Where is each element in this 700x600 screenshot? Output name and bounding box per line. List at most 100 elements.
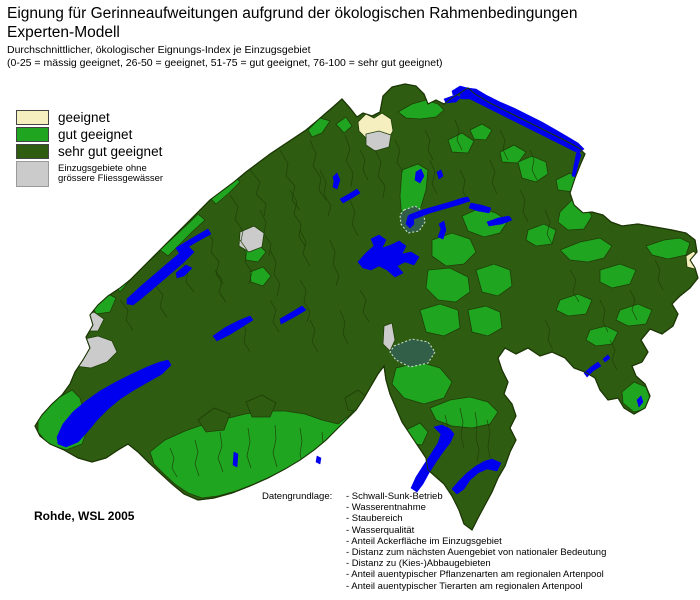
region-graubuenden-4	[555, 293, 593, 317]
title-line-2: Experten-Modell	[7, 24, 120, 41]
region-thurgau	[499, 144, 527, 164]
lake-lugano	[451, 458, 502, 495]
legend-swatch-ohne-fliessgewaesser	[16, 161, 49, 187]
data-source-item: - Staubereich	[346, 513, 403, 525]
region-fribourg-gray	[238, 225, 265, 253]
catchment-border	[609, 339, 618, 371]
region-linth-2	[431, 232, 477, 267]
legend: geeignet gut geeignet sehr gut geeignet …	[16, 110, 163, 189]
catchment-border	[179, 259, 195, 293]
catchment-border	[279, 149, 301, 211]
legend-label-ohne-fliessgewaesser: Einzugsgebiete ohne grössere Fliessgewäs…	[58, 162, 164, 184]
catchment-border	[499, 129, 509, 161]
region-graubuenden-1	[559, 237, 613, 263]
catchment-border	[544, 319, 554, 351]
lake-valais-1	[232, 451, 239, 468]
river-rhine	[571, 149, 582, 178]
catchment-border	[424, 129, 434, 161]
catchment-border	[519, 189, 529, 223]
subtitle-line-1: Durchschnittlicher, ökologischer Eignung…	[7, 44, 311, 56]
legend-label-sehr-gut-geeignet: sehr gut geeignet	[58, 144, 163, 159]
region-valais-dark-2	[245, 394, 277, 418]
lake-biel	[175, 228, 212, 254]
data-sources: Datengrundlage: - Schwall-Sunk-Betrieb -…	[262, 491, 606, 592]
legend-label-geeignet: geeignet	[58, 110, 110, 125]
region-graubuenden-2	[645, 237, 691, 260]
catchment-border	[454, 119, 463, 151]
legend-row-sehr-gut-geeignet: sehr gut geeignet	[16, 144, 163, 159]
lake-maggiore	[410, 424, 455, 493]
catchment-border	[309, 139, 327, 201]
catchment-border	[339, 309, 349, 345]
legend-row-ohne-fliessgewaesser: Einzugsgebiete ohne grössere Fliessgewäs…	[16, 161, 163, 187]
lake-pfaffikersee	[436, 169, 444, 180]
region-stgallen	[517, 155, 549, 183]
region-valais-dark-1	[197, 407, 231, 433]
legend-label-gut-geeignet: gut geeignet	[58, 127, 133, 142]
subtitle-line-2: (0-25 = mässig geeignet, 26-50 = geeigne…	[7, 57, 443, 69]
lake-brienz	[279, 305, 307, 325]
legend-row-gut-geeignet: gut geeignet	[16, 127, 163, 142]
catchment-border	[217, 431, 224, 473]
region-gotthard-special	[389, 338, 436, 368]
catchment-border	[459, 169, 470, 203]
catchment-border	[349, 199, 359, 237]
data-source-item: - Schwall-Sunk-Betrieb	[346, 491, 443, 502]
lake-lucerne	[357, 234, 420, 278]
region-glarus-2	[475, 263, 513, 297]
lake-neuchatel	[126, 246, 195, 306]
catchment-border	[272, 424, 278, 468]
catchment-border	[654, 259, 664, 291]
catchment-border	[229, 194, 244, 242]
region-gotthard-sued	[391, 361, 453, 405]
lake-thun	[212, 315, 254, 342]
region-center-gray	[382, 322, 396, 352]
subtitle: Durchschnittlicher, ökologischer Eignung…	[7, 44, 442, 70]
catchment-border	[429, 159, 438, 195]
lake-sihlsee	[437, 220, 447, 240]
region-ticino-band	[429, 396, 499, 429]
region-north-2	[397, 99, 445, 120]
region-constance-sued	[469, 123, 493, 141]
lake-constance	[459, 87, 585, 154]
catchment-border	[239, 239, 253, 285]
lake-poschiavo	[636, 395, 644, 408]
lake-valais-2	[315, 455, 322, 465]
catchment-border	[309, 319, 319, 353]
region-emme-2	[249, 266, 272, 287]
lake-greifensee	[414, 168, 425, 184]
data-source-item: - Wasserqualität	[346, 524, 415, 536]
catchment-border	[299, 279, 311, 323]
page-title: Eignung für Gerinneaufweitungen aufgrund…	[7, 4, 577, 42]
catchment-border	[599, 299, 609, 333]
region-jura-2	[159, 213, 206, 257]
lake-silvaplana	[602, 354, 611, 363]
catchment-border	[154, 284, 168, 318]
catchment-border	[204, 229, 224, 285]
catchment-border	[486, 419, 491, 459]
catchment-border	[529, 149, 538, 181]
region-graubuenden-5	[615, 303, 653, 327]
lake-zurich	[408, 196, 471, 221]
catchment-border	[269, 299, 280, 333]
region-glarus-1	[425, 267, 471, 303]
catchment-border	[299, 229, 311, 267]
data-source-item: - Anteil auentypischer Tierarten am regi…	[346, 580, 583, 592]
catchment-border	[259, 209, 272, 257]
data-source-item: - Anteil Ackerfläche im Einzugsgebiet	[346, 535, 502, 547]
catchment-border	[289, 189, 306, 247]
catchment-border	[569, 269, 580, 303]
catchment-border	[169, 447, 178, 478]
lake-obersee	[468, 202, 492, 214]
region-north-1	[335, 116, 353, 134]
catchment-border	[119, 299, 134, 331]
lake-walensee	[486, 215, 513, 227]
data-source-item: - Anteil auentypischer Pflanzenarten am …	[346, 569, 604, 581]
catchment-border	[394, 139, 404, 173]
title-line-1: Eignung für Gerinneaufweitungen aufgrund…	[7, 5, 578, 22]
data-source-item: - Distanz zum nächsten Auengebiet von na…	[346, 547, 607, 559]
legend-row-geeignet: geeignet	[16, 110, 163, 125]
legend-swatch-sehr-gut-geeignet	[16, 144, 49, 159]
data-sources-list: - Schwall-Sunk-Betrieb - Wasserentnahme …	[346, 491, 606, 592]
data-sources-label: Datengrundlage:	[262, 491, 333, 502]
